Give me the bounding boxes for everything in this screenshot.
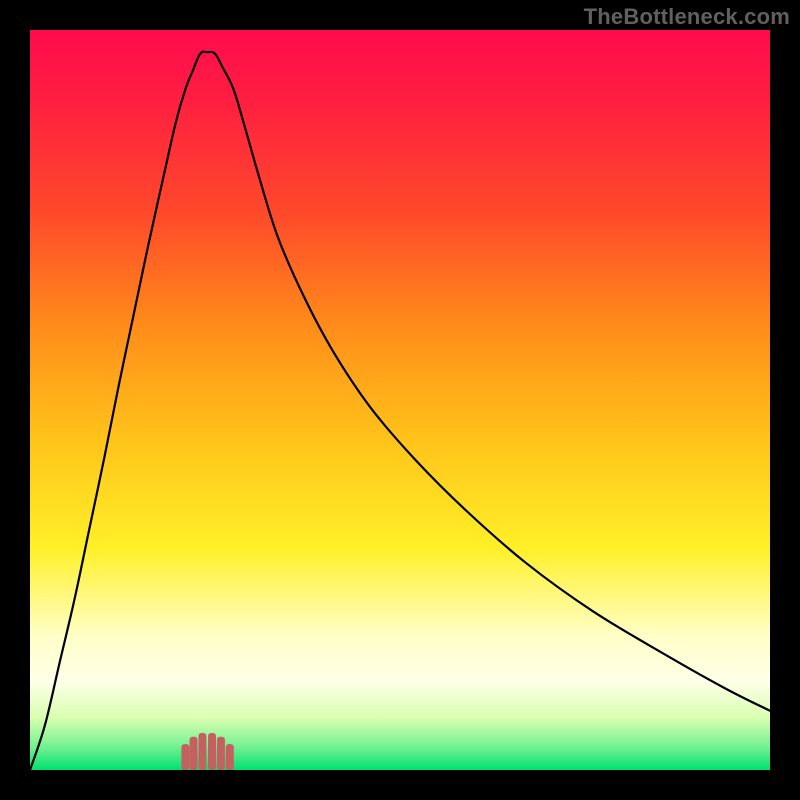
chart-root: TheBottleneck.com (0, 0, 800, 800)
valley-marker (181, 744, 189, 770)
valley-marker (208, 733, 216, 770)
watermark-text: TheBottleneck.com (584, 4, 790, 30)
valley-marker (190, 737, 198, 770)
plot-background (30, 30, 770, 770)
valley-marker (198, 733, 206, 770)
valley-marker (226, 744, 234, 770)
chart-canvas (0, 0, 800, 800)
valley-marker (217, 737, 225, 770)
